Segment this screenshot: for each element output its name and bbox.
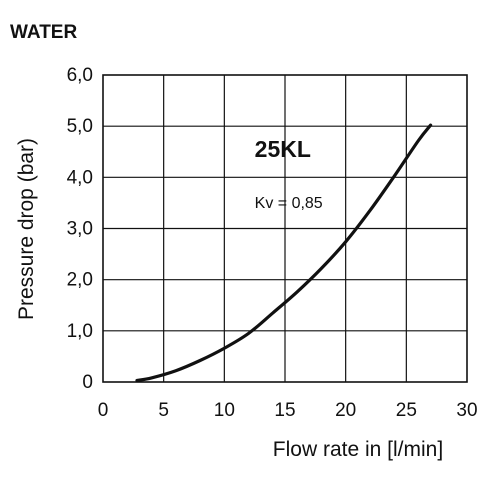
x-tick-label-0: 0: [98, 400, 109, 421]
y-tick-label-1: 1,0: [67, 321, 93, 342]
chart-title: WATER: [10, 22, 77, 43]
y-tick-label-3: 3,0: [67, 219, 93, 240]
pressure-drop-curve: [135, 123, 433, 383]
x-tick-label-6: 30: [456, 400, 477, 421]
y-tick-label-2: 2,0: [67, 270, 93, 291]
plot-frame: [102, 74, 468, 383]
y-tick-label-6: 6,0: [67, 65, 93, 86]
tick-labels: 0 5 10 15 20 25 30 0 1,0 2,0 3,0 4,0 5,0 6,0: [67, 65, 478, 421]
y-tick-label-4: 4,0: [67, 167, 93, 188]
x-tick-label-1: 5: [158, 400, 169, 421]
series-layer: [135, 123, 433, 383]
annotation-model: 25KL: [255, 136, 311, 162]
annotation-kv: Kv = 0,85: [255, 195, 323, 212]
plot-frame-border: [102, 74, 468, 383]
x-tick-label-2: 10: [214, 400, 235, 421]
x-tick-label-5: 25: [396, 400, 417, 421]
annotation-layer: 25KL Kv = 0,85: [255, 136, 323, 212]
grid-layer: [103, 75, 467, 382]
x-tick-label-4: 20: [335, 400, 356, 421]
x-tick-label-3: 15: [274, 400, 295, 421]
y-tick-label-5: 5,0: [67, 116, 93, 137]
y-axis-label: Pressure drop (bar): [15, 138, 38, 320]
x-axis-label: Flow rate in [l/min]: [273, 438, 443, 461]
y-tick-label-0: 0: [82, 372, 93, 393]
